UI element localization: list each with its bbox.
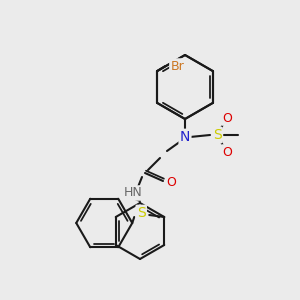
Text: N: N — [180, 130, 190, 144]
Text: S: S — [213, 128, 221, 142]
Text: S: S — [137, 206, 146, 220]
Text: HN: HN — [124, 187, 142, 200]
Text: Br: Br — [170, 59, 184, 73]
Text: O: O — [222, 146, 232, 158]
Text: O: O — [166, 176, 176, 190]
Text: O: O — [222, 112, 232, 124]
